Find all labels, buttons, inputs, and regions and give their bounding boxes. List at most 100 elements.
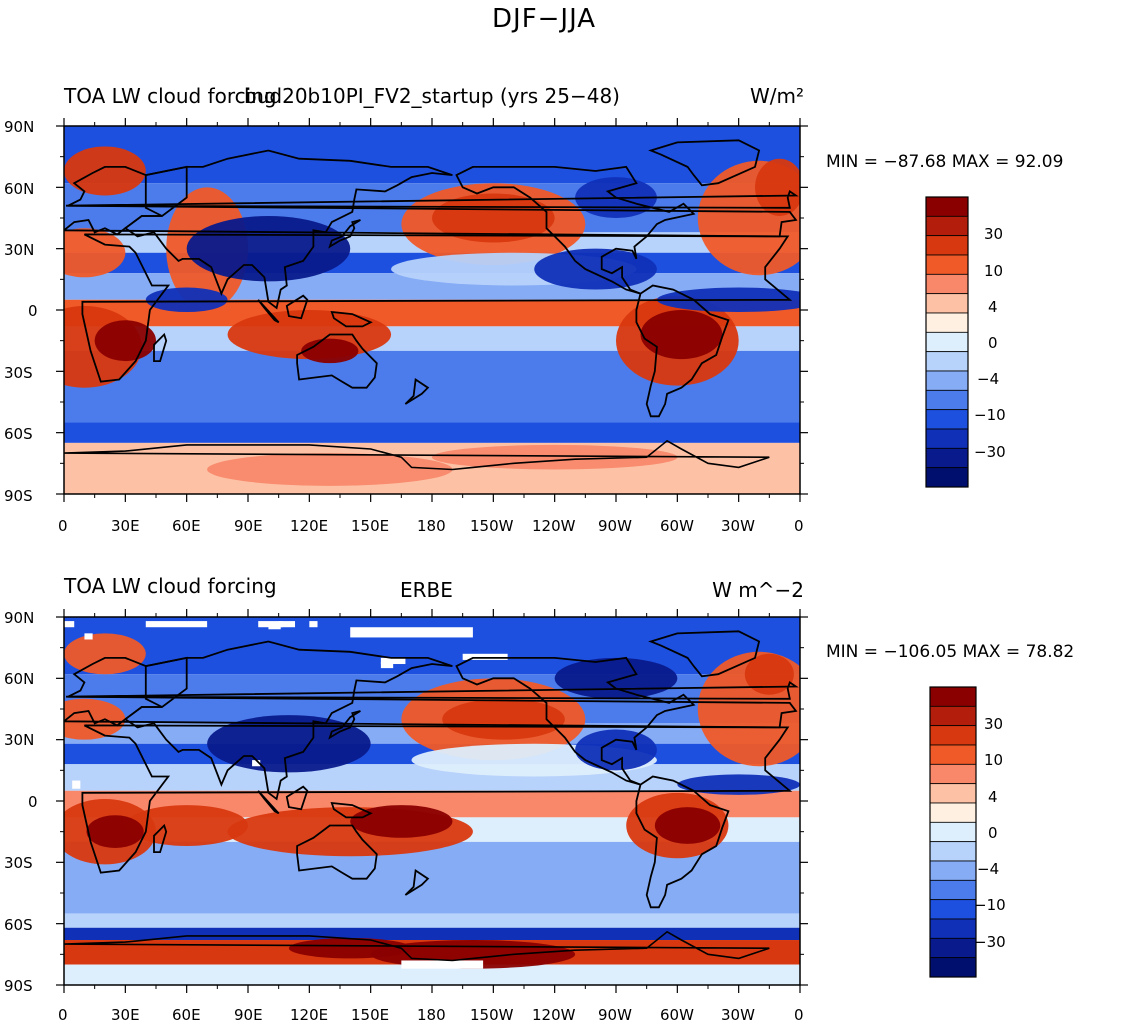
- lon-label: 150W: [470, 517, 514, 535]
- colorbar-label: −30: [974, 933, 1006, 951]
- colorbar-label: −30: [974, 443, 1006, 461]
- lon-label: 0: [58, 1006, 68, 1024]
- colorbar-swatch: [929, 899, 977, 920]
- missing-data-patch: [84, 633, 93, 640]
- coastline-newguinea: [330, 801, 373, 819]
- map-field: [64, 617, 800, 985]
- contour-region: [554, 657, 678, 699]
- panel-left-title: TOA LW cloud forcing: [64, 84, 277, 108]
- contour-region: [186, 215, 351, 282]
- colorbar-swatch: [925, 215, 969, 237]
- coastline-namerica: [455, 165, 696, 295]
- contour-region: [64, 698, 126, 740]
- lat-label: 30S: [4, 854, 33, 872]
- contour-region: [654, 807, 721, 844]
- contour-region: [534, 248, 657, 290]
- coastline-asia: [123, 640, 453, 801]
- colorbar-swatch: [929, 937, 977, 959]
- lon-label: 30W: [721, 1006, 755, 1024]
- coastline-antarctica: [64, 439, 770, 471]
- colorbar-swatch: [929, 744, 977, 765]
- coastline-nz: [404, 868, 430, 896]
- colorbar-label: 30: [984, 225, 1004, 243]
- contour-region: [145, 287, 228, 313]
- contour-band: [64, 964, 800, 985]
- coastline-japan: [328, 219, 361, 249]
- lon-label: 90W: [598, 517, 632, 535]
- colorbar-swatch: [929, 918, 977, 939]
- contour-region: [288, 937, 412, 959]
- coastline-greenland: [648, 139, 761, 187]
- lon-label: 30E: [111, 1006, 140, 1024]
- panel-center-title: bud20b10PI_FV2_startup (yrs 25−48): [244, 84, 620, 108]
- colorbar-swatch: [925, 293, 969, 314]
- contour-region: [442, 698, 565, 740]
- missing-data-patch: [462, 653, 508, 660]
- lon-label: 150E: [351, 517, 390, 535]
- coastline-asia: [123, 149, 453, 310]
- colorbar-label: 30: [984, 715, 1004, 733]
- coastline-australia: [296, 824, 378, 880]
- panel-units: W m^−2: [712, 578, 804, 602]
- colorbar-swatch: [925, 467, 969, 488]
- contour-region: [744, 653, 794, 695]
- lon-label: 30W: [721, 517, 755, 535]
- contour-region: [575, 729, 657, 771]
- lat-label: 0: [28, 302, 38, 320]
- colorbar-swatch: [925, 389, 969, 411]
- min-max-stats: MIN = −87.68 MAX = 92.09: [826, 152, 1064, 172]
- lat-label: 30N: [4, 241, 35, 259]
- lat-label: 30N: [4, 731, 35, 749]
- contour-band: [64, 422, 800, 443]
- lon-label: 60E: [172, 1006, 201, 1024]
- coastline-africa: [81, 233, 793, 383]
- lat-label: 90S: [4, 487, 33, 505]
- missing-data-patch: [350, 627, 473, 638]
- coastline-borneo: [285, 294, 309, 320]
- contour-band: [64, 927, 800, 941]
- coastline-sumatra: [257, 790, 280, 815]
- contour-region: [301, 338, 359, 364]
- coastline-australia: [296, 333, 378, 389]
- coastline-madagascar: [153, 332, 168, 362]
- colorbar-swatch: [929, 860, 977, 881]
- contour-region: [640, 310, 723, 360]
- lat-label: 60N: [4, 180, 35, 198]
- coastline-africa: [81, 724, 793, 874]
- colorbar-swatch: [925, 409, 969, 430]
- coastline-samerica: [635, 284, 730, 418]
- colorbar-swatch: [925, 428, 969, 449]
- contour-region: [94, 320, 156, 362]
- coastline-namerica: [455, 656, 696, 786]
- colorbar-swatch: [929, 725, 977, 746]
- missing-data-patch: [401, 960, 484, 969]
- coastline-madagascar: [153, 823, 168, 853]
- lon-label: 60W: [660, 1006, 694, 1024]
- coastline-antarctica: [64, 930, 770, 962]
- colorbar-swatch: [925, 447, 969, 469]
- colorbar-swatch: [925, 331, 969, 353]
- colorbar-swatch: [929, 705, 977, 727]
- colorbar-label: −4: [977, 370, 1000, 388]
- colorbar: [929, 686, 977, 978]
- coastline-uk: [65, 680, 799, 700]
- lon-label: 120W: [532, 1006, 576, 1024]
- colorbar-label: −10: [974, 406, 1006, 424]
- contour-region: [677, 774, 800, 795]
- missing-data-patch: [258, 621, 283, 628]
- colorbar-swatch: [929, 841, 977, 862]
- colorbar-frame: [925, 196, 969, 488]
- colorbar-swatch: [929, 763, 977, 785]
- colorbar-swatch: [925, 312, 969, 333]
- missing-data-patch: [252, 760, 261, 767]
- lat-label: 90N: [4, 609, 35, 627]
- colorbar-label: 10: [984, 751, 1004, 769]
- lon-label: 0: [58, 517, 68, 535]
- contour-region: [207, 453, 453, 486]
- contour-region: [86, 815, 144, 849]
- contour-region: [64, 633, 146, 675]
- colorbar-label: −10: [974, 896, 1006, 914]
- coastline-samerica: [635, 775, 730, 909]
- contour-band: [64, 913, 800, 928]
